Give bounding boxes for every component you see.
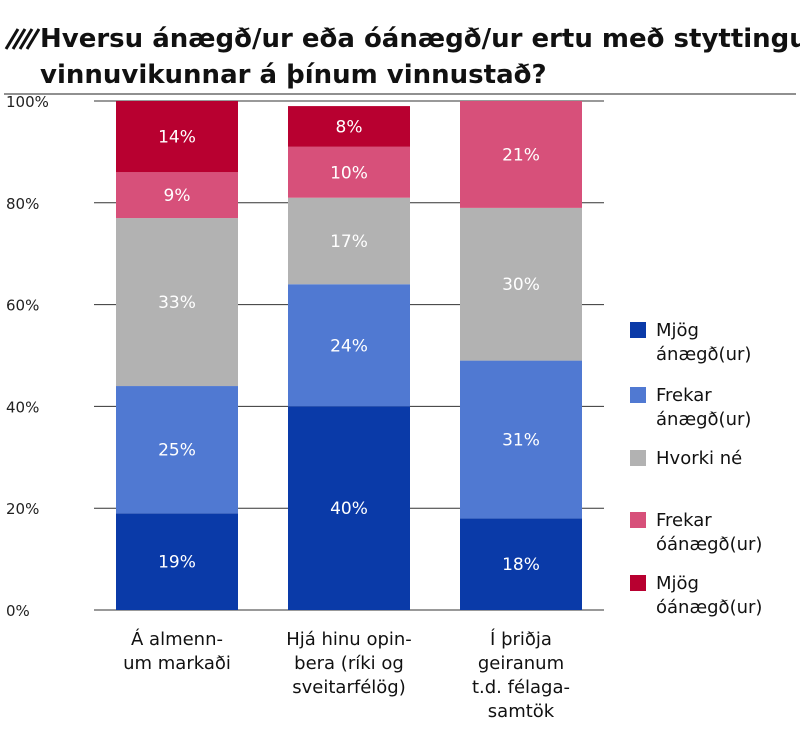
segment-label: 8% bbox=[336, 117, 363, 137]
y-tick-label: 40% bbox=[6, 398, 39, 416]
bar-segment bbox=[116, 172, 238, 219]
y-tick-label: 60% bbox=[6, 297, 39, 315]
segment-label: 19% bbox=[158, 553, 196, 573]
category-label: Hjá hinu opin- bbox=[286, 629, 412, 650]
segment-label: 31% bbox=[502, 430, 540, 450]
segment-label: 14% bbox=[158, 128, 196, 148]
segment-label: 24% bbox=[330, 336, 368, 356]
category-label: t.d. félaga- bbox=[472, 677, 570, 698]
bar-segment bbox=[288, 197, 410, 285]
bar-segment bbox=[460, 207, 582, 361]
y-tick-label: 0% bbox=[6, 602, 30, 620]
hatch-stroke bbox=[18, 28, 34, 50]
segment-label: 40% bbox=[330, 499, 368, 519]
x-axis-labels: Á almenn-um markaði Hjá hinu opin-bera (r… bbox=[123, 628, 570, 722]
legend-swatch bbox=[630, 512, 646, 528]
legend-label: óánægð(ur) bbox=[656, 534, 762, 555]
segment-label: 21% bbox=[502, 145, 540, 165]
segment-label: 25% bbox=[158, 441, 196, 461]
legend-label: Mjög bbox=[656, 320, 699, 341]
category-label: bera (ríki og bbox=[294, 653, 404, 674]
legend-label: Frekar bbox=[656, 385, 712, 406]
category-label: sveitarfélög) bbox=[292, 677, 405, 698]
legend-label: Frekar bbox=[656, 510, 712, 531]
legend-swatch bbox=[630, 450, 646, 466]
segment-label: 18% bbox=[502, 555, 540, 575]
legend-label: óánægð(ur) bbox=[656, 597, 762, 618]
bar-segment bbox=[116, 513, 238, 610]
segment-label: 33% bbox=[158, 293, 196, 313]
chart-title: Hversu ánægð/ur eða óánægð/ur ertu með s… bbox=[40, 24, 800, 90]
legend-swatch bbox=[630, 575, 646, 591]
segment-label: 30% bbox=[502, 275, 540, 295]
legend-label: ánægð(ur) bbox=[656, 409, 751, 430]
bar-segment bbox=[288, 284, 410, 407]
hatch-stroke bbox=[25, 28, 41, 50]
chart-title-line: vinnuvikunnar á þínum vinnustað? bbox=[40, 60, 547, 90]
legend-label: ánægð(ur) bbox=[656, 344, 751, 365]
category-label: Á almenn- bbox=[131, 628, 223, 650]
bar-segment bbox=[288, 146, 410, 198]
legend-label: Hvorki né bbox=[656, 448, 742, 469]
bar-segment bbox=[460, 101, 582, 208]
segment-label: 17% bbox=[330, 232, 368, 252]
y-tick-label: 100% bbox=[6, 93, 49, 111]
hatch-stroke bbox=[11, 28, 27, 50]
legend-label: Mjög bbox=[656, 573, 699, 594]
hatch-stroke bbox=[4, 28, 20, 50]
segment-labels: 19% 25% 33% 9% 14% 40% 24% 17% 10% 8% 18% 31% 30% 21% bbox=[158, 117, 540, 575]
bar-segment bbox=[288, 406, 410, 610]
hatch-icon bbox=[4, 28, 41, 50]
legend: Mjög ánægð(ur) Frekar ánægð(ur) Hvorki né Fre… bbox=[630, 320, 762, 618]
category-label: um markaði bbox=[123, 653, 231, 674]
bar-segment bbox=[460, 360, 582, 519]
legend-swatch bbox=[630, 387, 646, 403]
category-label: samtök bbox=[488, 701, 555, 722]
bar-segment bbox=[116, 101, 238, 173]
segment-label: 10% bbox=[330, 163, 368, 183]
bar-segment bbox=[116, 386, 238, 514]
category-label: Í þriðja bbox=[490, 628, 552, 650]
bar-segment bbox=[288, 106, 410, 147]
bars bbox=[116, 101, 582, 610]
segment-label: 9% bbox=[164, 186, 191, 206]
y-tick-label: 80% bbox=[6, 195, 39, 213]
chart-title-line: Hversu ánægð/ur eða óánægð/ur ertu með s… bbox=[40, 24, 800, 54]
bar-segment bbox=[460, 518, 582, 610]
category-label: geiranum bbox=[478, 653, 564, 674]
legend-swatch bbox=[630, 322, 646, 338]
bar-segment bbox=[116, 218, 238, 387]
y-tick-label: 20% bbox=[6, 500, 39, 518]
y-axis-ticks: 0% 20% 40% 60% 80% 100% bbox=[6, 93, 49, 620]
